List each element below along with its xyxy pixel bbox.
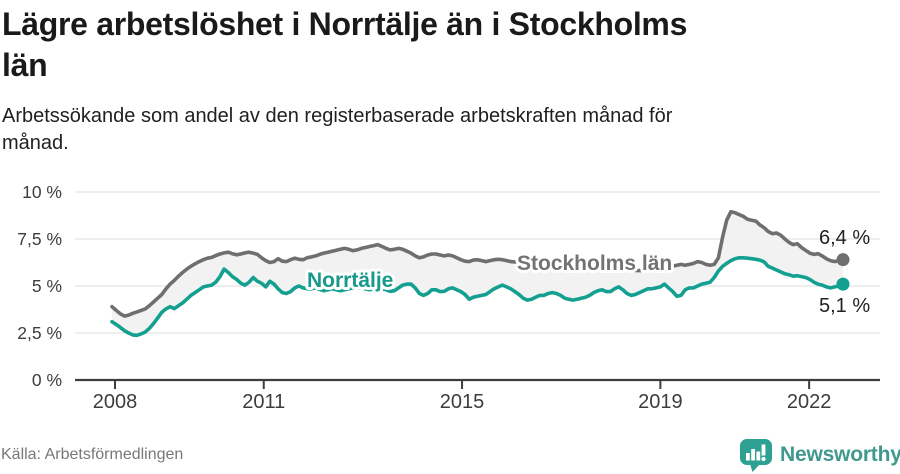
norrtalje-series-label: Norrtälje xyxy=(307,269,393,292)
y-axis-label: 10 % xyxy=(22,182,62,202)
stockholm-end-dot xyxy=(836,253,850,267)
x-axis-label: 2008 xyxy=(93,391,138,413)
title-line-1: Lägre arbetslöshet i Norrtälje än i Stoc… xyxy=(2,6,688,42)
x-axis-label: 2015 xyxy=(440,391,485,413)
unemployment-line-chart: 2008 2011 2015 2019 2022 10 % 7,5 % 5 % 2,5 % 0 %… xyxy=(0,178,900,418)
norrtalje-end-dot xyxy=(836,277,850,291)
norrtalje-end-label: 5,1 % xyxy=(819,295,870,317)
newsworthy-bubble-icon xyxy=(740,438,772,472)
x-axis-label: 2011 xyxy=(242,391,285,413)
stockholm-end-label: 6,4 % xyxy=(819,227,870,249)
source-note: Källa: Arbetsförmedlingen xyxy=(1,446,184,463)
stockholm-line xyxy=(110,209,845,318)
band-between-series xyxy=(112,211,843,336)
chart-subtitle: Arbetssökande som andel av den registerb… xyxy=(2,103,882,157)
y-axis-label: 0 % xyxy=(32,370,62,390)
title-line-2: län xyxy=(2,47,48,83)
subtitle-line-1: Arbetssökande som andel av den registerb… xyxy=(2,105,673,127)
y-axis-label: 2,5 % xyxy=(17,323,62,343)
newsworthy-logo: Newsworthy xyxy=(739,437,900,473)
page-title: Lägre arbetslöshet i Norrtälje än i Stoc… xyxy=(2,4,892,86)
line-chart-canvas: 2008 2011 2015 2019 2022 10 % 7,5 % 5 % 2,5 % 0 %… xyxy=(17,182,880,413)
norrtalje-line xyxy=(110,256,845,338)
x-axis-label: 2022 xyxy=(787,391,832,413)
newsworthy-wordmark: Newsworthy xyxy=(780,443,900,466)
y-axis-label: 7,5 % xyxy=(17,229,62,249)
y-axis-label: 5 % xyxy=(32,276,62,296)
x-axis-label: 2019 xyxy=(638,391,683,413)
stockholm-series-label: Stockholms län xyxy=(517,252,672,275)
subtitle-line-2: månad. xyxy=(2,132,69,154)
